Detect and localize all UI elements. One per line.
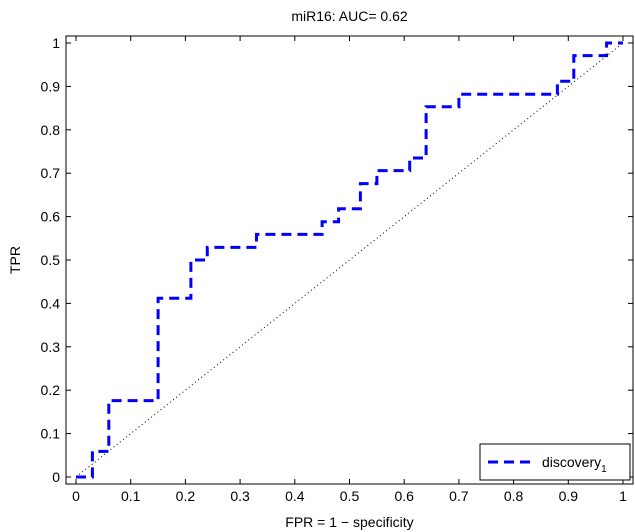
x-tick-label: 0.4 bbox=[285, 488, 305, 504]
y-tick-label: 0 bbox=[52, 469, 60, 485]
series-layer bbox=[76, 41, 623, 479]
y-tick-label: 0.9 bbox=[41, 78, 61, 94]
diagonal-reference-line bbox=[75, 42, 624, 478]
x-tick-label: 0.8 bbox=[504, 488, 524, 504]
series-line-discovery bbox=[76, 41, 623, 479]
x-tick-label: 0 bbox=[72, 488, 80, 504]
x-tick-label: 0.2 bbox=[176, 488, 196, 504]
y-tick-label: 0.1 bbox=[41, 426, 61, 442]
y-tick-label: 0.2 bbox=[41, 382, 61, 398]
y-tick-label: 0.3 bbox=[41, 339, 61, 355]
x-tick-label: 0.3 bbox=[230, 488, 250, 504]
legend-label: discovery1 bbox=[542, 454, 607, 475]
x-tick-label: 0.6 bbox=[394, 488, 414, 504]
chart-title: miR16: AUC= 0.62 bbox=[291, 8, 408, 24]
plot-frame bbox=[65, 35, 634, 485]
axes-layer bbox=[65, 35, 634, 485]
y-tick-label: 1 bbox=[52, 35, 60, 51]
x-axis-title: FPR = 1 − specificity bbox=[285, 514, 413, 530]
legend: discovery1 bbox=[479, 443, 631, 481]
x-tick-label: 0.1 bbox=[121, 488, 141, 504]
x-tick-label: 0.9 bbox=[559, 488, 579, 504]
y-tick-label: 0.8 bbox=[41, 122, 61, 138]
x-tick-label: 1 bbox=[619, 488, 627, 504]
y-tick-label: 0.7 bbox=[41, 165, 61, 181]
y-tick-label: 0.6 bbox=[41, 209, 61, 225]
y-axis-title: TPR bbox=[7, 246, 23, 274]
x-tick-label: 0.7 bbox=[449, 488, 469, 504]
diagonal-reference-layer bbox=[75, 42, 624, 478]
y-tick-label: 0.5 bbox=[41, 252, 61, 268]
ticks-layer: 0 0.1 0.2 0.3 0.4 0.5 0.6 0.7 0.8 0.9 1 0 0.1 0.2 0.3 0… bbox=[41, 35, 633, 504]
x-tick-label: 0.5 bbox=[340, 488, 360, 504]
y-tick-label: 0.4 bbox=[41, 295, 61, 311]
